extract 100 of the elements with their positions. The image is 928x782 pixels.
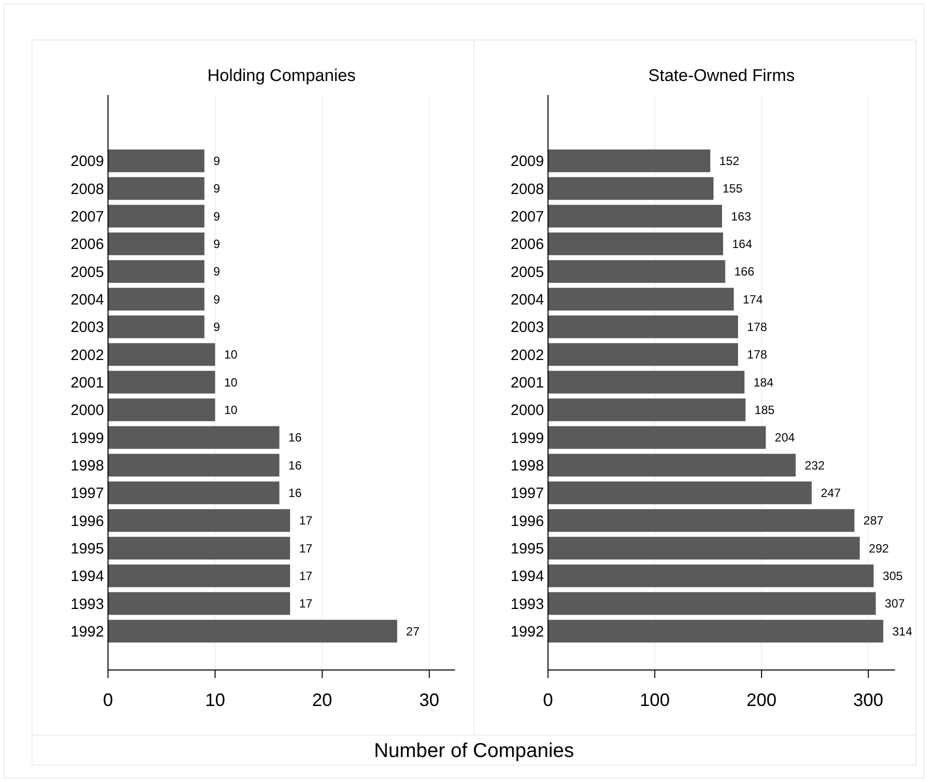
data-label: 9 bbox=[213, 292, 220, 306]
x-tick-label: 300 bbox=[853, 690, 884, 710]
bar bbox=[108, 149, 204, 172]
bar bbox=[108, 620, 398, 643]
y-tick-label: 1994 bbox=[70, 568, 104, 586]
y-tick-label: 2005 bbox=[70, 264, 104, 281]
y-tick-label: 2002 bbox=[510, 346, 544, 364]
y-tick-label: 1996 bbox=[70, 512, 104, 530]
y-tick-label: 2009 bbox=[70, 153, 104, 170]
bar bbox=[108, 204, 204, 228]
y-tick-label: 2001 bbox=[510, 374, 544, 392]
x-tick-label: 10 bbox=[205, 690, 226, 710]
bar bbox=[548, 509, 854, 532]
bar bbox=[548, 454, 796, 477]
data-label: 314 bbox=[892, 624, 913, 638]
data-label: 9 bbox=[213, 182, 220, 196]
y-tick-label: 2001 bbox=[70, 374, 104, 392]
data-label: 247 bbox=[820, 486, 842, 500]
y-tick-label: 1998 bbox=[510, 457, 544, 474]
bar bbox=[108, 536, 290, 560]
chart-title: Holding Companies bbox=[207, 66, 356, 85]
bar bbox=[548, 398, 746, 422]
data-label: 9 bbox=[213, 264, 220, 279]
data-label: 163 bbox=[731, 209, 752, 224]
y-tick-label: 2008 bbox=[70, 180, 104, 198]
bar bbox=[548, 564, 874, 588]
data-label: 9 bbox=[213, 237, 220, 252]
y-tick-label: 2000 bbox=[510, 402, 544, 420]
y-tick-label: 1994 bbox=[510, 568, 544, 586]
y-tick-label: 2002 bbox=[70, 346, 104, 364]
y-tick-label: 1999 bbox=[70, 430, 104, 447]
y-tick-label: 1995 bbox=[510, 540, 544, 558]
data-label: 17 bbox=[299, 569, 313, 584]
data-label: 9 bbox=[213, 320, 220, 334]
data-label: 152 bbox=[719, 154, 740, 168]
y-tick-label: 2008 bbox=[510, 180, 544, 198]
bar bbox=[108, 426, 280, 449]
y-tick-label: 1997 bbox=[70, 485, 104, 502]
bar bbox=[108, 509, 290, 532]
y-tick-label: 2006 bbox=[70, 236, 104, 254]
data-label: 16 bbox=[288, 486, 302, 500]
data-label: 174 bbox=[742, 292, 764, 306]
bar bbox=[548, 177, 714, 200]
x-tick-label: 100 bbox=[640, 690, 670, 710]
data-label: 305 bbox=[882, 569, 903, 584]
x-tick-label: 20 bbox=[312, 690, 332, 710]
bar bbox=[108, 177, 204, 200]
y-tick-label: 2007 bbox=[510, 208, 544, 226]
bar bbox=[548, 481, 812, 504]
bar bbox=[548, 149, 710, 172]
bar bbox=[108, 370, 216, 394]
bar bbox=[108, 343, 216, 366]
data-label: 17 bbox=[299, 514, 313, 528]
bar bbox=[108, 288, 204, 311]
y-tick-label: 1999 bbox=[510, 430, 544, 447]
y-tick-label: 1992 bbox=[70, 623, 104, 640]
bar bbox=[548, 620, 884, 643]
bar bbox=[548, 592, 876, 615]
y-tick-label: 1996 bbox=[510, 512, 544, 530]
data-label: 10 bbox=[224, 375, 238, 390]
bar bbox=[548, 232, 724, 256]
bar bbox=[548, 204, 722, 228]
y-tick-label: 1998 bbox=[70, 457, 104, 474]
data-label: 10 bbox=[224, 348, 238, 362]
data-label: 287 bbox=[863, 514, 884, 528]
data-label: 155 bbox=[722, 182, 743, 196]
y-tick-label: 2007 bbox=[70, 208, 104, 226]
data-label: 17 bbox=[299, 596, 313, 611]
data-label: 9 bbox=[213, 154, 220, 168]
data-label: 17 bbox=[299, 541, 313, 556]
y-tick-label: 1997 bbox=[510, 485, 544, 502]
bar bbox=[108, 481, 280, 504]
data-label: 16 bbox=[288, 430, 302, 445]
data-label: 27 bbox=[406, 624, 420, 638]
x-tick-label: 0 bbox=[102, 690, 114, 710]
bar bbox=[108, 564, 290, 588]
y-tick-label: 2006 bbox=[510, 236, 544, 254]
data-label: 166 bbox=[734, 264, 755, 279]
data-label: 232 bbox=[804, 458, 826, 472]
y-tick-label: 2004 bbox=[510, 291, 544, 308]
data-label: 307 bbox=[884, 596, 906, 611]
data-label: 185 bbox=[754, 403, 775, 418]
y-tick-label: 2003 bbox=[510, 319, 544, 336]
bar bbox=[548, 343, 738, 366]
bar bbox=[548, 536, 860, 560]
bar bbox=[548, 260, 726, 283]
data-label: 10 bbox=[224, 403, 238, 418]
x-tick-label: 30 bbox=[419, 690, 440, 710]
chart-title: State-Owned Firms bbox=[648, 66, 795, 85]
bar bbox=[108, 260, 204, 283]
y-tick-label: 1995 bbox=[70, 540, 104, 558]
data-label: 178 bbox=[747, 320, 768, 334]
data-label: 16 bbox=[288, 458, 302, 472]
bar bbox=[108, 232, 204, 256]
data-label: 9 bbox=[213, 209, 220, 224]
x-axis-title: Number of Companies bbox=[374, 740, 574, 762]
y-tick-label: 1993 bbox=[70, 596, 104, 613]
y-tick-label: 2009 bbox=[510, 153, 544, 170]
bar bbox=[548, 370, 744, 394]
data-label: 292 bbox=[868, 541, 890, 556]
